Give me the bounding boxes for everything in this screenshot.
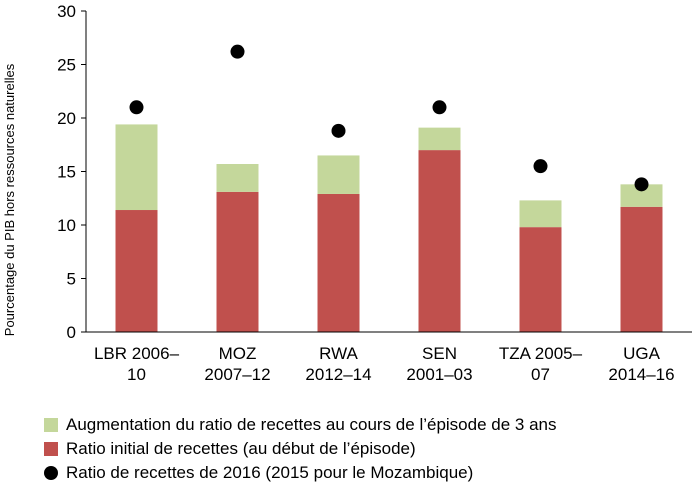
marker-2016-ratio (230, 44, 245, 59)
bar-initial-ratio (418, 150, 461, 332)
legend-label-2016: Ratio de recettes de 2016 (2015 pour le … (66, 463, 474, 482)
legend-item-2016: Ratio de recettes de 2016 (2015 pour le … (44, 462, 694, 484)
y-tick-label: 30 (57, 2, 76, 21)
legend-marker-dot (44, 466, 58, 480)
legend-swatch-red (44, 442, 58, 456)
bar-increase (216, 164, 259, 192)
y-tick-label: 25 (57, 56, 76, 75)
bar-initial-ratio (317, 193, 360, 332)
legend: Augmentation du ratio de recettes au cou… (44, 414, 694, 486)
legend-swatch-green (44, 418, 58, 432)
bar-initial-ratio (216, 191, 259, 332)
legend-item-increase: Augmentation du ratio de recettes au cou… (44, 414, 694, 436)
marker-2016-ratio (533, 159, 548, 174)
marker-2016-ratio (634, 177, 649, 192)
bar-increase (519, 200, 562, 228)
y-tick-label: 20 (57, 109, 76, 128)
x-tick-label: SEN 2001–03 (406, 344, 472, 384)
bar-increase (115, 124, 158, 211)
y-tick-label: 15 (57, 163, 76, 182)
legend-item-initial: Ratio initial de recettes (au début de l… (44, 438, 694, 460)
y-tick-label: 5 (67, 270, 76, 289)
bar-increase (418, 127, 461, 151)
x-tick-label: RWA 2012–14 (305, 344, 371, 384)
marker-2016-ratio (432, 100, 447, 115)
x-tick-label: LBR 2006– 10 (94, 344, 180, 384)
bar-initial-ratio (620, 206, 663, 332)
y-axis-label: Pourcentage du PIB hors ressources natur… (2, 63, 17, 336)
marker-2016-ratio (331, 123, 346, 138)
marker-2016-ratio (129, 100, 144, 115)
legend-label-increase: Augmentation du ratio de recettes au cou… (66, 415, 557, 434)
bar-increase (620, 184, 663, 207)
x-tick-label: MOZ 2007–12 (204, 344, 270, 384)
y-tick-label: 10 (57, 216, 76, 235)
y-tick-label: 0 (67, 323, 76, 342)
x-tick-label: TZA 2005– 07 (499, 344, 583, 384)
bar-initial-ratio (519, 227, 562, 332)
x-tick-label: UGA 2014–16 (608, 344, 674, 384)
legend-label-initial: Ratio initial de recettes (au début de l… (66, 439, 416, 458)
bar-initial-ratio (115, 210, 158, 332)
bar-increase (317, 155, 360, 194)
chart-plot: Pourcentage du PIB hors ressources natur… (2, 2, 692, 384)
